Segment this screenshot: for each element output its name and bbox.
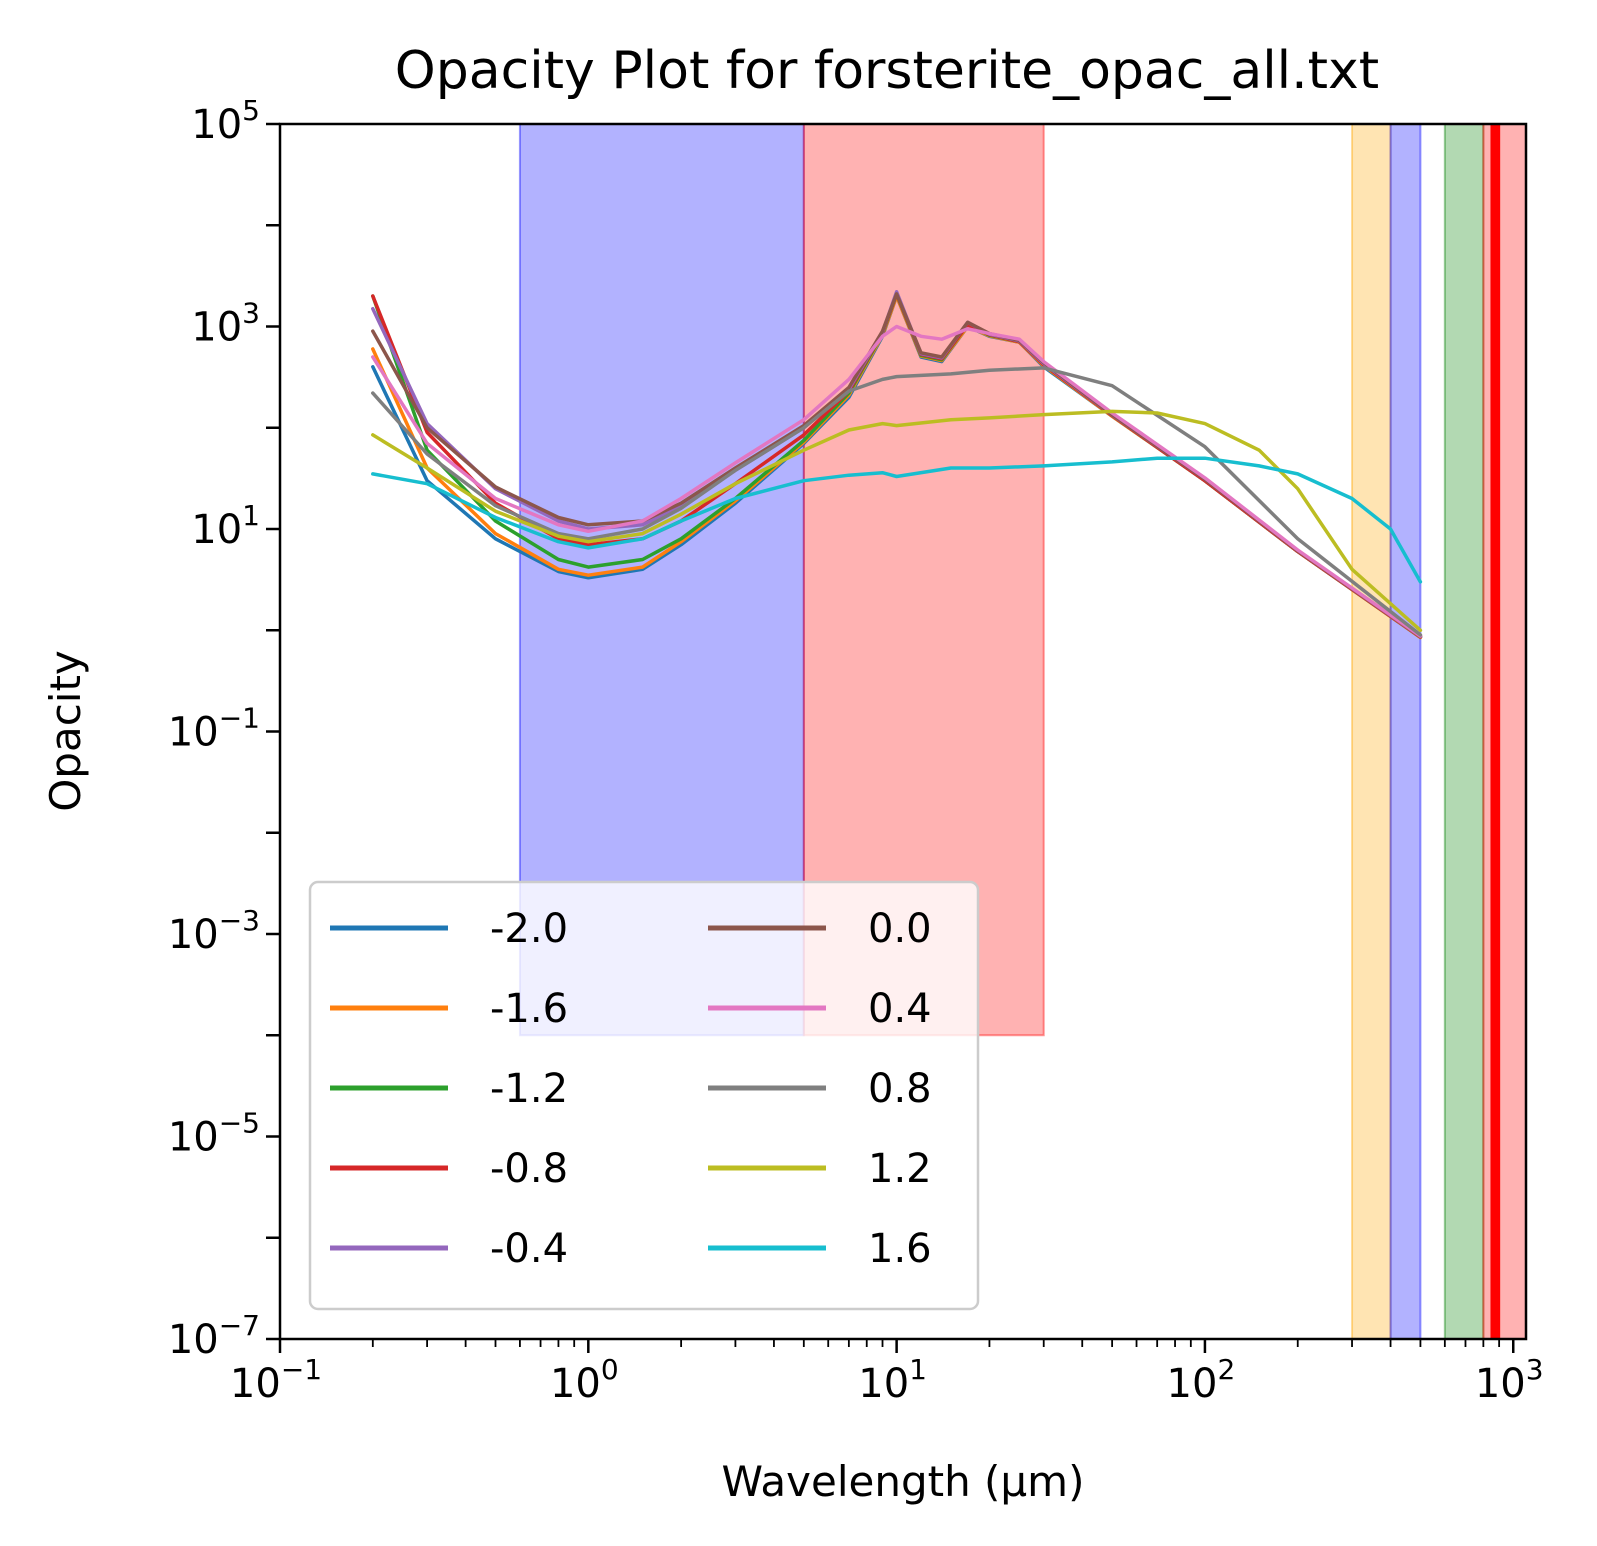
- x-tick-label: 102: [1167, 1353, 1236, 1407]
- series-line-1.2: [371, 409, 1423, 633]
- legend-label-0.4: 0.4: [868, 986, 932, 1032]
- legend-label--1.6: -1.6: [490, 986, 568, 1032]
- y-axis: 10−7 10−5 10−3 10−1 101 103 105: [168, 94, 280, 1363]
- series-line-0.8: [371, 366, 1423, 637]
- y-axis-label: Opacity: [41, 650, 90, 812]
- band-7: [1490, 123, 1501, 1340]
- legend-label-1.2: 1.2: [868, 1146, 932, 1192]
- x-tick-label: 101: [858, 1353, 927, 1407]
- band-6: [1482, 123, 1493, 1340]
- x-tick-label: 103: [1475, 1353, 1544, 1407]
- x-tick-label: 100: [550, 1353, 619, 1407]
- legend-label--2.0: -2.0: [490, 906, 568, 952]
- legend-label--0.8: -0.8: [490, 1146, 568, 1192]
- band-4: [1389, 123, 1422, 1340]
- legend-box: [308, 880, 980, 1311]
- y-tick-label: 10−5: [168, 1107, 260, 1161]
- series-line-1.6: [371, 456, 1423, 584]
- legend-label--0.4: -0.4: [490, 1226, 568, 1272]
- y-tick-label: 10−3: [168, 904, 260, 958]
- band-3: [1351, 123, 1392, 1340]
- band-5: [1443, 123, 1485, 1340]
- y-tick-label: 105: [191, 94, 260, 148]
- x-axis: 10−1 100 101 102 103: [230, 1339, 1544, 1407]
- y-tick-label: 10−7: [168, 1309, 260, 1363]
- x-tick-label: 10−1: [230, 1353, 322, 1407]
- chart-title: Opacity Plot for forsterite_opac_all.txt: [395, 41, 1379, 101]
- legend-label-0.0: 0.0: [868, 906, 932, 952]
- chart-series: [371, 290, 1423, 640]
- series-line-0.4: [371, 324, 1423, 638]
- y-tick-label: 101: [191, 499, 260, 553]
- legend-label-0.8: 0.8: [868, 1066, 932, 1112]
- y-tick-label: 10−1: [168, 702, 260, 756]
- legend-label-1.6: 1.6: [868, 1226, 932, 1272]
- x-axis-label: Wavelength (μm): [722, 1457, 1085, 1506]
- legend-label--1.2: -1.2: [490, 1066, 568, 1112]
- legend: -2.0 -1.6 -1.2 -0.8 -0.4 0.0 0.4 0.8 1.2 1.6: [308, 880, 980, 1311]
- y-tick-label: 103: [191, 297, 260, 351]
- band-8: [1498, 123, 1527, 1340]
